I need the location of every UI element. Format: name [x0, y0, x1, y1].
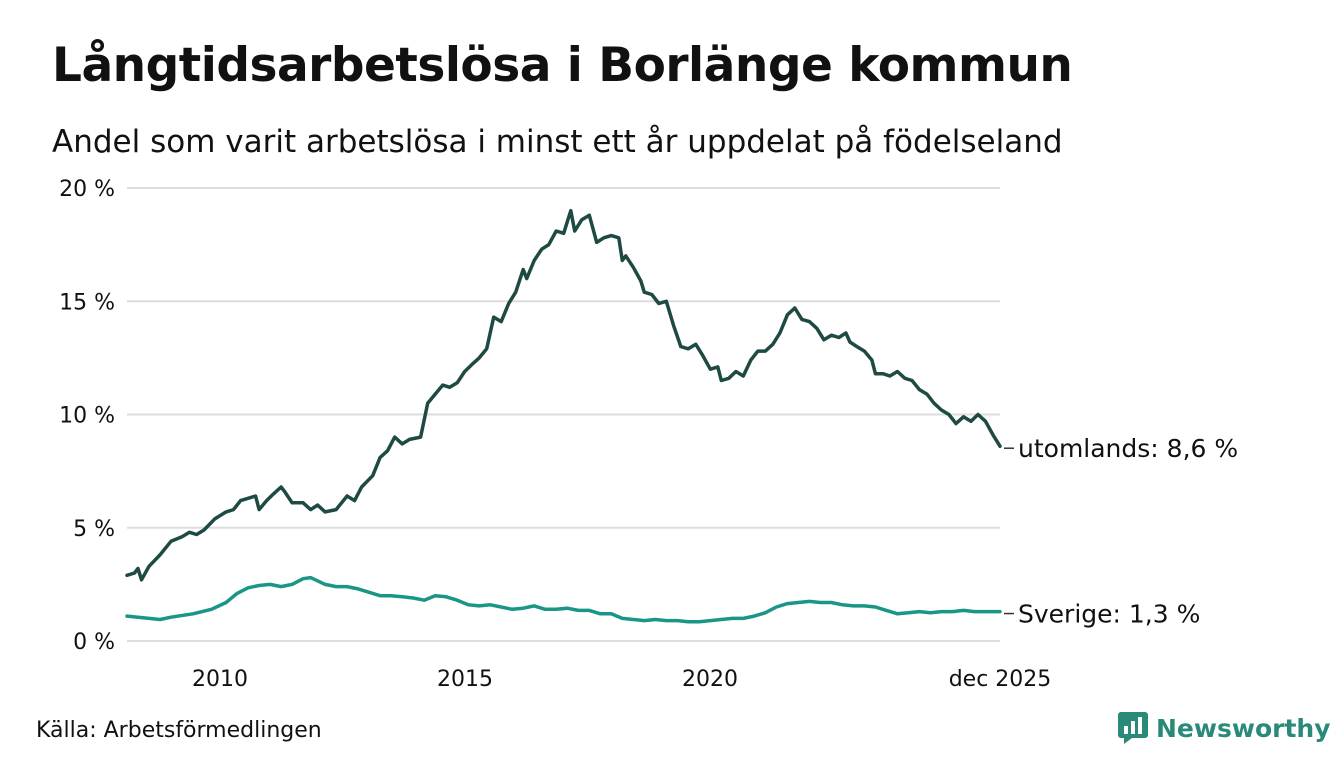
source-note: Källa: Arbetsförmedlingen [36, 718, 322, 743]
grid-lines [127, 187, 1000, 642]
y-tick-label: 20 % [59, 177, 115, 202]
end-label-sverige: Sverige: 1,3 % [1018, 600, 1200, 629]
brand-name: Newsworthy [1156, 713, 1331, 743]
end-labels: utomlands: 8,6 % Sverige: 1,3 % [1004, 434, 1238, 629]
chart-subtitle: Andel som varit arbetslösa i minst ett å… [52, 124, 1063, 160]
line-chart: 0 %5 %10 %15 %20 % 2010 2015 2020 dec 2025 … [59, 177, 1238, 692]
end-label-utomlands: utomlands: 8,6 % [1018, 434, 1238, 463]
x-tick-label: 2010 [192, 667, 248, 692]
x-tick-label: 2020 [682, 667, 738, 692]
x-axis-ticks: 2010 2015 2020 dec 2025 [192, 667, 1051, 692]
x-tick-label: dec 2025 [949, 667, 1052, 692]
y-tick-label: 10 % [59, 404, 115, 429]
newsworthy-logo-icon [1118, 712, 1148, 744]
brand-logo: Newsworthy [1118, 712, 1331, 744]
series-lines [125, 208, 1002, 624]
x-tick-label: 2015 [437, 667, 493, 692]
y-axis-ticks: 0 % 5 % 10 % 15 % 20 % [59, 177, 115, 655]
series-line-sverige [125, 575, 1002, 624]
series-line-utomlands [125, 208, 1002, 582]
y-tick-label: 5 % [73, 517, 115, 542]
y-tick-label: 15 % [59, 290, 115, 315]
chart-title: Långtidsarbetslösa i Borlänge kommun [52, 38, 1073, 93]
y-tick-label: 0 % [73, 630, 115, 655]
